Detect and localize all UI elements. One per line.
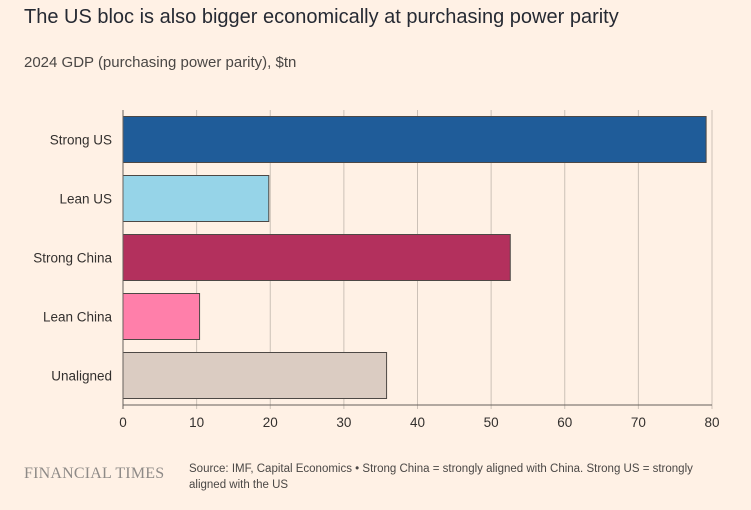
x-tick-label: 50 (484, 415, 499, 430)
category-label: Strong China (33, 251, 112, 266)
bar-lean-china (122, 293, 201, 340)
category-label: Unaligned (51, 369, 112, 384)
category-label: Strong US (50, 133, 112, 148)
chart-subtitle: 2024 GDP (purchasing power parity), $tn (24, 54, 297, 71)
x-tick-label: 30 (336, 415, 351, 430)
ft-logo: FINANCIAL TIMES (24, 465, 165, 482)
bar-unaligned (122, 352, 388, 399)
x-tick-label: 60 (557, 415, 572, 430)
x-tick-label: 0 (119, 415, 127, 430)
chart-title: The US bloc is also bigger economically … (24, 6, 619, 28)
bar-strong-us (122, 116, 707, 163)
x-tick-label: 80 (704, 415, 719, 430)
source-note: Source: IMF, Capital Economics • Strong … (189, 463, 693, 491)
x-tick-label: 10 (189, 415, 204, 430)
category-label: Lean US (59, 192, 112, 207)
x-tick-label: 20 (263, 415, 278, 430)
x-tick-label: 40 (410, 415, 425, 430)
bar-lean-us (122, 175, 270, 222)
x-tick-label: 70 (631, 415, 646, 430)
bar-strong-china (122, 234, 511, 281)
category-label: Lean China (43, 310, 113, 325)
